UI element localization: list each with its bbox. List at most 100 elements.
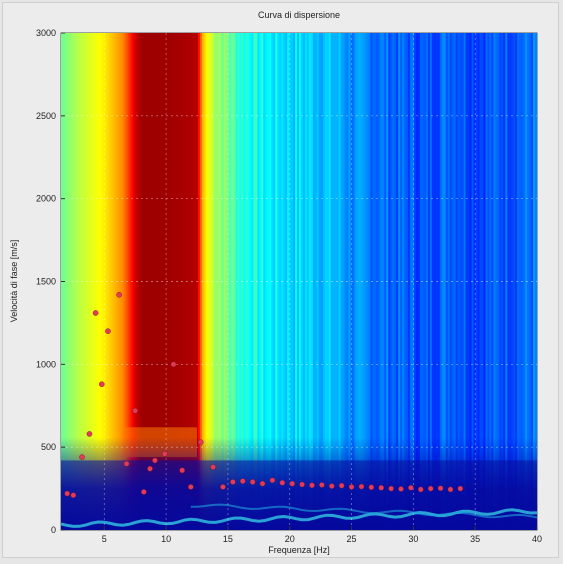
heat-column: [529, 33, 532, 530]
heat-column: [154, 33, 157, 530]
picked-point: [388, 485, 394, 492]
heat-column: [108, 33, 112, 530]
heat-column: [229, 33, 233, 530]
heat-column: [398, 33, 401, 530]
heat-column: [92, 33, 96, 530]
picked-point: [398, 486, 404, 492]
heat-column: [509, 33, 512, 530]
heat-column: [519, 33, 522, 530]
heat-column: [408, 33, 411, 530]
x-tick-label: 15: [223, 534, 233, 544]
picked-point: [309, 482, 315, 489]
heat-column: [457, 33, 461, 530]
picked-point: [358, 483, 365, 490]
heat-column: [152, 33, 155, 530]
heat-column: [326, 33, 330, 530]
heat-column: [297, 33, 300, 530]
heat-column: [249, 33, 252, 530]
heat-column: [82, 33, 86, 530]
picked-point: [170, 361, 177, 368]
picked-point: [338, 482, 345, 489]
heat-column: [489, 33, 492, 530]
heat-column: [283, 33, 286, 530]
picked-point: [249, 479, 256, 485]
y-tick-label: 0: [51, 525, 56, 535]
heat-column: [517, 33, 520, 530]
picked-point: [408, 484, 414, 491]
heat-column: [374, 33, 377, 530]
heat-column: [523, 33, 526, 530]
picked-point: [368, 484, 375, 491]
gridlines: [61, 33, 537, 530]
heat-column: [487, 33, 490, 530]
picked-point: [417, 486, 424, 493]
x-tick-label: 5: [102, 534, 107, 544]
heat-column: [287, 33, 290, 530]
picked-point: [99, 381, 105, 388]
heat-column: [114, 33, 118, 530]
picked-point: [92, 310, 99, 316]
heat-column: [243, 33, 247, 530]
picked-point: [162, 450, 168, 457]
heat-column: [467, 33, 471, 530]
heat-column: [362, 33, 366, 530]
picked-point: [348, 484, 355, 490]
y-axis-ticks: 0 500 1000 1500 2000 2500 3000: [36, 28, 65, 535]
heat-column: [257, 33, 260, 530]
heat-column: [334, 33, 338, 530]
heat-column: [134, 33, 137, 530]
heat-column: [499, 33, 502, 530]
picked-point: [230, 479, 236, 485]
picked-point: [239, 478, 246, 484]
heat-column: [239, 33, 243, 530]
picked-point: [197, 439, 204, 445]
heat-column: [473, 33, 477, 530]
picked-point: [378, 484, 385, 491]
heat-column: [378, 33, 381, 530]
heat-column: [263, 33, 266, 530]
heat-column: [302, 33, 306, 530]
heat-column: [418, 33, 421, 530]
heat-column: [451, 33, 455, 530]
x-tick-label: 20: [285, 534, 295, 544]
heat-column: [388, 33, 391, 530]
picked-point: [289, 480, 296, 487]
heat-column: [279, 33, 282, 530]
y-tick-label: 500: [41, 442, 56, 452]
heat-column: [78, 33, 82, 530]
heat-column: [227, 33, 231, 530]
heat-column: [513, 33, 516, 530]
heat-column: [384, 33, 387, 530]
heat-column: [247, 33, 251, 530]
heat-column: [277, 33, 280, 530]
picked-point: [427, 485, 434, 492]
heat-column: [193, 33, 197, 530]
heat-column: [237, 33, 241, 530]
heat-column: [181, 33, 185, 530]
heat-column: [174, 33, 177, 530]
dispersion-chart: Curva di dispersione 5 10 15 20 25 30 35 40 0 50…: [9, 10, 542, 555]
heat-column: [76, 33, 80, 530]
picked-point: [220, 484, 226, 490]
heat-column: [412, 33, 415, 530]
heat-column: [443, 33, 447, 530]
heat-column: [328, 33, 332, 530]
heat-column: [364, 33, 368, 530]
heat-column: [183, 33, 187, 530]
heat-column: [86, 33, 90, 530]
heat-column: [497, 33, 500, 530]
picked-point: [179, 467, 185, 474]
heat-column: [102, 33, 106, 530]
heat-column: [533, 33, 536, 530]
heat-column: [433, 33, 437, 530]
heat-column: [392, 33, 395, 530]
picked-points: [64, 291, 464, 499]
heat-column: [459, 33, 463, 530]
x-tick-label: 25: [347, 534, 357, 544]
y-tick-label: 2000: [36, 194, 56, 204]
heat-column: [447, 33, 451, 530]
heat-column: [211, 33, 215, 530]
picked-point: [105, 328, 111, 335]
heat-column: [316, 33, 320, 530]
heat-column: [207, 33, 211, 530]
